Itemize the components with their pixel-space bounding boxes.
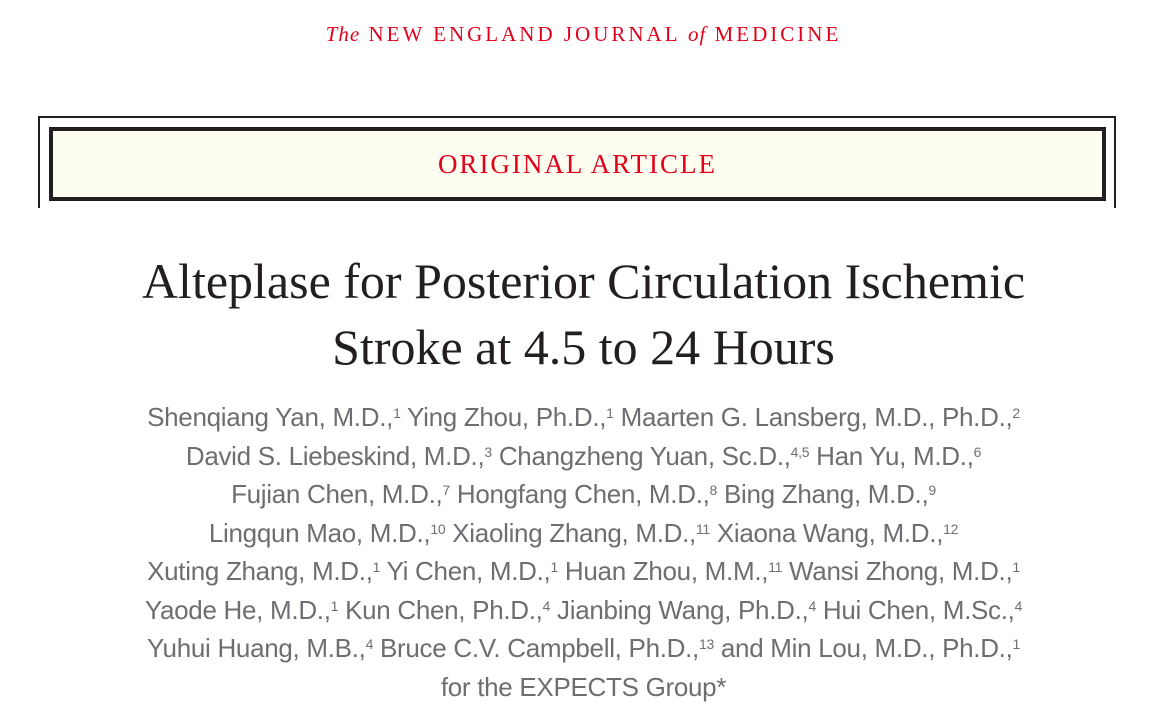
affiliation-superscript: 4 (808, 597, 816, 614)
affiliation-superscript: 1 (1012, 636, 1021, 652)
masthead-medicine: MEDICINE (714, 22, 842, 46)
affiliation-superscript: 6 (973, 443, 982, 460)
affiliation-superscript: 7 (442, 482, 450, 498)
affiliation-superscript: 1 (606, 405, 614, 421)
affiliation-superscript: 1 (330, 597, 339, 614)
author-line: Shenqiang Yan, M.D.,1 Ying Zhou, Ph.D.,1… (0, 398, 1167, 437)
author-name: Huan Zhou, M.M., (557, 556, 769, 586)
affiliation-superscript: 3 (484, 443, 492, 460)
author-name: Maarten G. Lansberg, M.D., Ph.D., (613, 402, 1013, 432)
author-name: Bing Zhang, M.D., (717, 479, 929, 509)
affiliation-superscript: 1 (393, 405, 401, 421)
author-name: Hongfang Chen, M.D., (449, 479, 710, 509)
author-line: for the EXPECTS Group* (0, 668, 1167, 707)
author-name: Xiaoling Zhang, M.D., (445, 517, 696, 548)
author-name: Jianbing Wang, Ph.D., (550, 594, 809, 625)
masthead-of: of (688, 22, 707, 46)
author-list: Shenqiang Yan, M.D.,1 Ying Zhou, Ph.D.,1… (0, 398, 1167, 706)
author-name: Lingqun Mao, M.D., (208, 517, 431, 548)
author-name: Han Yu, M.D., (809, 440, 974, 471)
affiliation-superscript: 10 (430, 520, 446, 537)
frame-rule-top (38, 116, 1116, 118)
author-name: and Min Lou, M.D., Ph.D., (713, 633, 1013, 663)
author-line: Yuhui Huang, M.B.,4 Bruce C.V. Campbell,… (0, 629, 1167, 668)
affiliation-superscript: 4 (542, 597, 551, 614)
article-title: Alteplase for Posterior Circulation Isch… (0, 248, 1167, 380)
author-name: Kun Chen, Ph.D., (338, 594, 543, 625)
author-name: Yuhui Huang, M.B., (146, 633, 366, 663)
author-name: Yaode He, M.D., (144, 594, 331, 625)
author-name: David S. Liebeskind, M.D., (185, 440, 485, 471)
title-line-2: Stroke at 4.5 to 24 Hours (332, 319, 835, 375)
affiliation-superscript: 4,5 (790, 443, 810, 460)
affiliation-superscript: 1 (550, 559, 558, 575)
affiliation-superscript: 1 (372, 559, 381, 575)
author-name: Bruce C.V. Campbell, Ph.D., (373, 633, 699, 663)
article-type-banner: ORIGINAL ARTICLE (49, 127, 1106, 201)
masthead-name: NEW ENGLAND JOURNAL (368, 22, 680, 46)
affiliation-superscript: 11 (695, 520, 710, 537)
author-line: Yaode He, M.D.,1 Kun Chen, Ph.D.,4 Jianb… (0, 591, 1167, 630)
journal-masthead: The NEW ENGLAND JOURNAL of MEDICINE (0, 22, 1167, 47)
frame-rule-right (1114, 116, 1116, 208)
author-name: Ying Zhou, Ph.D., (400, 402, 607, 432)
author-name: Wansi Zhong, M.D., (782, 556, 1013, 586)
affiliation-superscript: 13 (698, 636, 714, 652)
author-line: Fujian Chen, M.D.,7 Hongfang Chen, M.D.,… (0, 475, 1167, 514)
article-type-label: ORIGINAL ARTICLE (437, 148, 718, 179)
affiliation-superscript: 11 (768, 559, 783, 575)
author-line: David S. Liebeskind, M.D.,3 Changzheng Y… (0, 437, 1167, 476)
author-name: for the EXPECTS Group* (440, 671, 727, 702)
author-name: Xuting Zhang, M.D., (147, 556, 373, 586)
author-name: Shenqiang Yan, M.D., (147, 402, 394, 432)
author-name: Xiaona Wang, M.D., (709, 517, 944, 548)
author-name: Changzheng Yuan, Sc.D., (491, 440, 791, 471)
author-name: Yi Chen, M.D., (380, 556, 551, 586)
author-name: Hui Chen, M.Sc., (815, 594, 1015, 625)
affiliation-superscript: 9 (928, 482, 936, 498)
title-line-1: Alteplase for Posterior Circulation Isch… (141, 253, 1026, 309)
affiliation-superscript: 8 (709, 482, 718, 498)
masthead-the: The (325, 22, 361, 46)
author-line: Xuting Zhang, M.D.,1 Yi Chen, M.D.,1 Hua… (0, 552, 1167, 591)
affiliation-superscript: 12 (943, 520, 959, 537)
author-line: Lingqun Mao, M.D.,10 Xiaoling Zhang, M.D… (0, 514, 1167, 553)
affiliation-superscript: 2 (1012, 405, 1020, 421)
affiliation-superscript: 1 (1012, 559, 1020, 575)
author-name: Fujian Chen, M.D., (231, 479, 443, 509)
affiliation-superscript: 4 (1014, 597, 1023, 614)
frame-rule-left (38, 116, 40, 208)
affiliation-superscript: 4 (365, 636, 374, 652)
